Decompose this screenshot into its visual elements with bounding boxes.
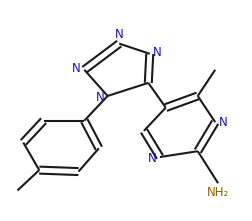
Text: N: N — [218, 116, 227, 129]
Text: N: N — [148, 152, 156, 165]
Text: N: N — [72, 62, 81, 75]
Text: N: N — [153, 46, 161, 59]
Text: NH₂: NH₂ — [206, 185, 228, 198]
Text: N: N — [114, 28, 123, 41]
Text: N: N — [96, 91, 104, 104]
